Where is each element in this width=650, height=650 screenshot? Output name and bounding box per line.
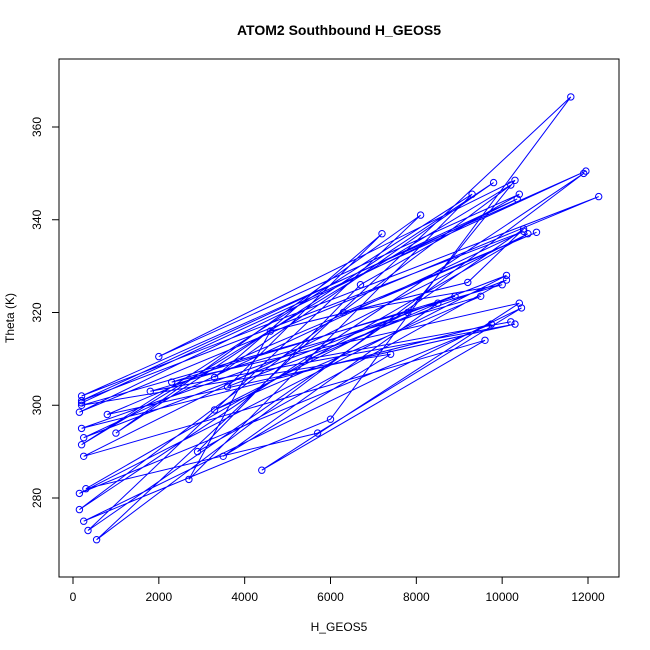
data-point bbox=[582, 167, 590, 175]
data-point bbox=[326, 415, 335, 423]
x-tick-label: 10000 bbox=[485, 590, 519, 604]
chart-title: ATOM2 Southbound H_GEOS5 bbox=[237, 22, 441, 38]
x-tick-label: 12000 bbox=[571, 590, 605, 604]
x-tick-label: 2000 bbox=[145, 590, 172, 604]
data-point bbox=[185, 475, 193, 484]
data-point bbox=[75, 489, 84, 498]
y-axis-label: Theta (K) bbox=[3, 293, 17, 343]
data-point bbox=[258, 466, 266, 474]
data-point bbox=[77, 441, 86, 449]
data-point bbox=[519, 225, 528, 233]
data-point bbox=[511, 320, 519, 328]
data-point bbox=[464, 278, 472, 287]
data-point bbox=[511, 176, 519, 185]
data-point bbox=[77, 424, 86, 433]
data-point bbox=[513, 195, 521, 203]
x-axis: 0 2000 4000 6000 8000 10000 12000 bbox=[70, 576, 605, 604]
data-point bbox=[223, 383, 232, 391]
x-tick-label: 4000 bbox=[231, 590, 258, 604]
data-point bbox=[532, 228, 541, 237]
data-point bbox=[498, 281, 506, 289]
y-tick-label: 280 bbox=[30, 488, 44, 508]
data-point bbox=[356, 281, 365, 289]
x-tick-label: 0 bbox=[70, 590, 77, 604]
data-point bbox=[103, 410, 112, 419]
data-point bbox=[502, 276, 511, 284]
data-point bbox=[75, 505, 84, 514]
y-tick-label: 320 bbox=[30, 302, 44, 322]
data-point bbox=[210, 373, 219, 382]
data-point bbox=[75, 408, 84, 416]
data-point bbox=[80, 452, 88, 460]
data-point bbox=[477, 292, 485, 300]
x-tick-label: 8000 bbox=[403, 590, 430, 604]
x-axis-label: H_GEOS5 bbox=[311, 620, 368, 634]
data-point bbox=[219, 452, 227, 460]
data-layer bbox=[75, 93, 603, 544]
data-point bbox=[92, 536, 101, 544]
data-point bbox=[595, 192, 603, 201]
data-point bbox=[507, 318, 515, 326]
data-point bbox=[80, 434, 88, 442]
x-tick-label: 6000 bbox=[317, 590, 344, 604]
y-axis: 280 300 320 340 360 bbox=[30, 117, 60, 508]
data-point bbox=[468, 190, 476, 198]
data-point bbox=[168, 378, 176, 386]
data-point bbox=[210, 406, 219, 414]
data-point bbox=[489, 178, 498, 187]
data-point bbox=[580, 169, 588, 178]
data-point bbox=[77, 392, 86, 400]
data-point bbox=[193, 447, 202, 456]
data-point bbox=[524, 230, 532, 238]
data-point bbox=[112, 429, 120, 437]
data-point bbox=[515, 190, 523, 198]
data-point bbox=[80, 517, 88, 525]
data-point bbox=[481, 336, 489, 344]
y-tick-label: 300 bbox=[30, 395, 44, 415]
y-tick-label: 360 bbox=[30, 117, 44, 137]
data-point bbox=[517, 304, 526, 312]
data-point bbox=[313, 429, 322, 437]
data-point bbox=[451, 292, 459, 300]
data-point bbox=[77, 396, 86, 405]
data-point bbox=[487, 320, 496, 328]
data-point bbox=[404, 308, 412, 317]
data-point bbox=[146, 387, 155, 395]
data-point bbox=[502, 271, 511, 280]
data-point bbox=[339, 308, 348, 317]
series-line bbox=[79, 96, 599, 541]
data-point bbox=[515, 299, 523, 307]
data-point bbox=[519, 227, 528, 236]
y-tick-label: 340 bbox=[30, 209, 44, 229]
data-point bbox=[84, 526, 92, 535]
data-point bbox=[507, 181, 515, 189]
data-point bbox=[305, 355, 313, 363]
data-point bbox=[378, 230, 386, 238]
data-point bbox=[77, 401, 86, 409]
data-point bbox=[567, 93, 575, 101]
data-point bbox=[434, 299, 442, 307]
data-point bbox=[82, 485, 90, 493]
data-point bbox=[416, 211, 425, 219]
data-point bbox=[155, 352, 163, 361]
data-point bbox=[266, 327, 275, 335]
data-point bbox=[386, 350, 395, 358]
